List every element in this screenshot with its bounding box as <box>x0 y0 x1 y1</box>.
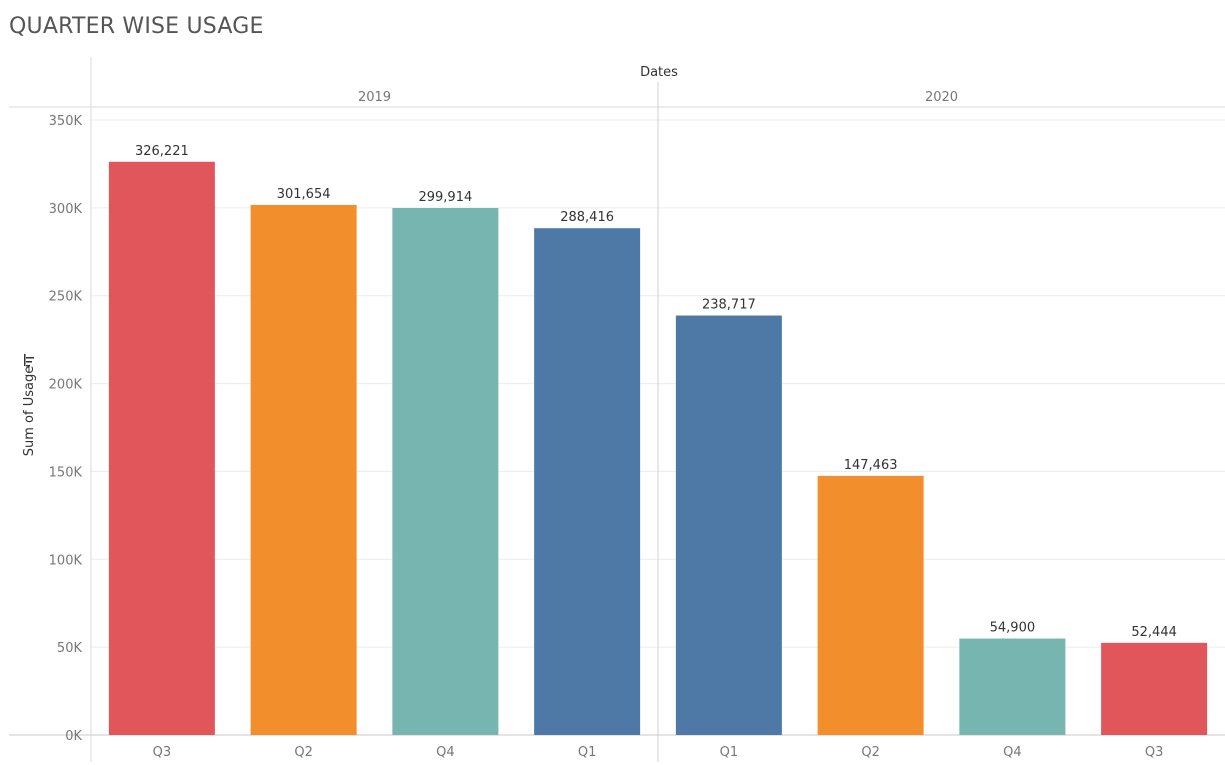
y-tick-label: 50K <box>57 641 83 656</box>
chart-title: QUARTER WISE USAGE <box>9 14 264 39</box>
data-label: 326,221 <box>135 144 189 159</box>
bar <box>392 208 499 736</box>
x-tick-label: Q2 <box>294 745 313 760</box>
y-tick-label: 350K <box>49 114 83 129</box>
year-header: 2019 <box>358 90 391 105</box>
x-tick-label: Q3 <box>1145 745 1164 760</box>
bar <box>817 475 924 735</box>
y-tick-label: 300K <box>49 202 83 217</box>
data-label: 54,900 <box>990 621 1036 636</box>
bar <box>959 638 1066 735</box>
sort-descending-icon[interactable] <box>23 354 34 367</box>
x-tick-label: Q1 <box>578 745 597 760</box>
year-header: 2020 <box>925 90 958 105</box>
y-tick-label: 150K <box>49 465 83 480</box>
bar <box>1101 642 1208 735</box>
bar <box>108 161 215 736</box>
y-tick-label: 100K <box>49 553 83 568</box>
y-tick-label: 0K <box>65 729 82 744</box>
y-tick-label: 250K <box>49 290 83 305</box>
x-tick-label: Q4 <box>436 745 455 760</box>
data-label: 288,416 <box>560 210 614 225</box>
data-label: 301,654 <box>277 187 331 202</box>
data-label: 299,914 <box>418 190 472 205</box>
data-label: 52,444 <box>1131 625 1177 640</box>
column-header: Dates <box>640 65 678 80</box>
y-axis-title: Sum of Usage <box>22 366 37 456</box>
data-label: 238,717 <box>702 298 756 313</box>
bar <box>675 315 782 735</box>
y-tick-label: 200K <box>49 378 83 393</box>
x-tick-label: Q4 <box>1003 745 1022 760</box>
bar <box>534 228 641 735</box>
x-tick-label: Q1 <box>720 745 739 760</box>
data-label: 147,463 <box>844 458 898 473</box>
bar <box>250 204 357 736</box>
x-tick-label: Q2 <box>861 745 880 760</box>
x-tick-label: Q3 <box>153 745 172 760</box>
